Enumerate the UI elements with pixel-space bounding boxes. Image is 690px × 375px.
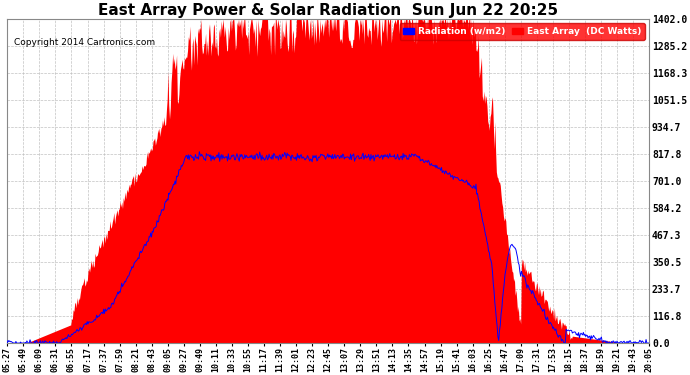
Title: East Array Power & Solar Radiation  Sun Jun 22 20:25: East Array Power & Solar Radiation Sun J… [98, 3, 558, 18]
Text: Copyright 2014 Cartronics.com: Copyright 2014 Cartronics.com [14, 38, 155, 47]
Legend: Radiation (w/m2), East Array  (DC Watts): Radiation (w/m2), East Array (DC Watts) [400, 24, 644, 40]
